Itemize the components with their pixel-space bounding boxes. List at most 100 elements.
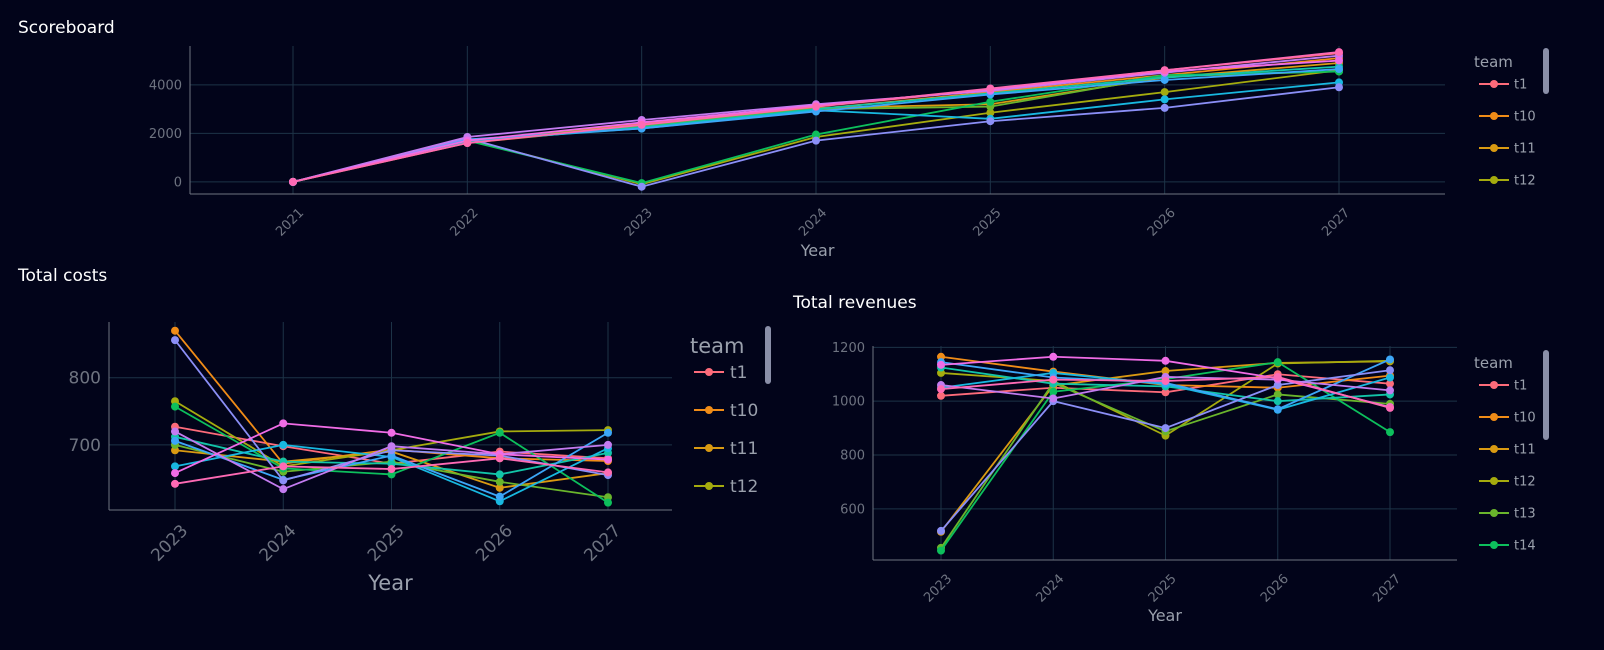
data-point-t19[interactable] — [1049, 394, 1058, 403]
legend-scrollbar[interactable] — [1543, 48, 1549, 94]
data-point-t14[interactable] — [495, 428, 504, 437]
legend-label-t11[interactable]: t11 — [1514, 443, 1536, 458]
data-point-t17[interactable] — [604, 428, 612, 437]
legend-marker-t10[interactable] — [1490, 112, 1498, 120]
data-point-t21[interactable] — [604, 468, 612, 477]
data-point-t19[interactable] — [604, 440, 612, 449]
legend-label-t12[interactable]: t12 — [1514, 475, 1536, 490]
legend-marker-t12[interactable] — [1490, 477, 1498, 485]
legend-label-t11[interactable]: t11 — [1514, 142, 1536, 157]
data-point-t14[interactable] — [171, 402, 179, 411]
data-point-t18[interactable] — [279, 476, 288, 485]
data-point-t21[interactable] — [171, 479, 179, 488]
data-point-t20[interactable] — [604, 455, 612, 464]
data-point-t18[interactable] — [637, 182, 646, 191]
legend-marker-t1[interactable] — [1490, 381, 1498, 389]
data-point-t17[interactable] — [1335, 65, 1343, 74]
legend-label-t10[interactable]: t10 — [730, 401, 758, 421]
data-point-t19[interactable] — [387, 442, 396, 451]
data-point-t15[interactable] — [1273, 397, 1282, 406]
data-point-t17[interactable] — [1386, 355, 1394, 364]
data-point-t20[interactable] — [1161, 356, 1170, 365]
legend-label-t11[interactable]: t11 — [730, 439, 758, 459]
data-point-t18[interactable] — [986, 117, 995, 126]
data-point-t16[interactable] — [171, 462, 179, 471]
legend-scrollbar[interactable] — [765, 326, 771, 384]
legend-marker-t12[interactable] — [705, 482, 713, 490]
data-point-t20[interactable] — [171, 469, 179, 478]
data-point-t18[interactable] — [1386, 366, 1394, 375]
data-point-t21[interactable] — [1161, 376, 1170, 385]
data-point-t1[interactable] — [937, 391, 945, 400]
data-point-t15[interactable] — [495, 470, 504, 479]
data-point-t18[interactable] — [171, 336, 179, 345]
data-point-t16[interactable] — [1386, 373, 1394, 382]
data-point-t18[interactable] — [812, 136, 820, 145]
data-point-t20[interactable] — [387, 428, 396, 437]
data-point-t14[interactable] — [604, 498, 612, 507]
legend-marker-t11[interactable] — [1490, 144, 1498, 152]
data-point-t19[interactable] — [1386, 386, 1394, 395]
data-point-t19[interactable] — [279, 485, 288, 494]
legend-label-t12[interactable]: t12 — [730, 477, 758, 497]
data-point-t1[interactable] — [1386, 379, 1394, 388]
data-point-t17[interactable] — [1273, 405, 1282, 414]
legend-marker-t14[interactable] — [1490, 541, 1498, 549]
data-point-t10[interactable] — [171, 326, 179, 335]
legend-marker-t11[interactable] — [705, 444, 713, 452]
data-point-t19[interactable] — [171, 427, 179, 436]
data-point-t21[interactable] — [279, 462, 288, 471]
data-point-t14[interactable] — [1273, 358, 1282, 367]
legend-label-t14[interactable]: t14 — [1514, 539, 1536, 554]
data-point-t21[interactable] — [495, 454, 504, 463]
legend-label-t10[interactable]: t10 — [1514, 110, 1536, 125]
data-point-t21[interactable] — [812, 102, 820, 111]
data-point-t20[interactable] — [937, 360, 945, 369]
data-point-t17[interactable] — [171, 436, 179, 445]
data-point-t21[interactable] — [1160, 66, 1169, 75]
data-point-t18[interactable] — [1161, 424, 1170, 433]
data-point-t21[interactable] — [986, 84, 995, 93]
data-point-t20[interactable] — [279, 419, 288, 428]
data-point-t11[interactable] — [1161, 367, 1170, 376]
legend-label-t1[interactable]: t1 — [1514, 78, 1527, 93]
data-point-t14[interactable] — [812, 130, 820, 139]
legend-marker-t10[interactable] — [1490, 413, 1498, 421]
legend-label-t10[interactable]: t10 — [1514, 411, 1536, 426]
data-point-t21[interactable] — [1273, 372, 1282, 381]
data-point-t21[interactable] — [1335, 48, 1343, 57]
legend-label-t12[interactable]: t12 — [1514, 174, 1536, 189]
data-point-t21[interactable] — [1049, 375, 1058, 384]
legend-marker-t10[interactable] — [705, 406, 713, 414]
data-point-t20[interactable] — [1335, 56, 1343, 65]
data-point-t12[interactable] — [986, 108, 995, 117]
data-point-t21[interactable] — [1386, 403, 1394, 412]
data-point-t14[interactable] — [1386, 428, 1394, 437]
data-point-t14[interactable] — [986, 97, 995, 106]
data-point-t16[interactable] — [279, 440, 288, 449]
legend-marker-t11[interactable] — [1490, 445, 1498, 453]
data-point-t18[interactable] — [937, 526, 945, 535]
legend-marker-t1[interactable] — [705, 368, 713, 376]
data-point-t1[interactable] — [1161, 388, 1170, 397]
data-point-t21[interactable] — [387, 465, 396, 474]
data-point-t16[interactable] — [1160, 95, 1169, 104]
data-point-t12[interactable] — [1160, 88, 1169, 97]
data-point-t13[interactable] — [495, 477, 504, 486]
data-point-t21[interactable] — [937, 385, 945, 394]
data-point-t20[interactable] — [1049, 352, 1058, 361]
data-point-t17[interactable] — [495, 492, 504, 501]
data-point-t21[interactable] — [463, 139, 472, 148]
data-point-t18[interactable] — [1160, 103, 1169, 112]
data-point-t21[interactable] — [637, 120, 646, 129]
legend-marker-t12[interactable] — [1490, 176, 1498, 184]
legend-label-t1[interactable]: t1 — [730, 363, 747, 383]
legend-marker-t1[interactable] — [1490, 80, 1498, 88]
legend-label-t1[interactable]: t1 — [1514, 379, 1527, 394]
data-point-t13[interactable] — [1273, 390, 1282, 399]
legend-scrollbar[interactable] — [1543, 350, 1549, 440]
legend-marker-t13[interactable] — [1490, 509, 1498, 517]
legend-label-t13[interactable]: t13 — [1514, 507, 1536, 522]
data-point-t14[interactable] — [1049, 387, 1058, 396]
data-point-t14[interactable] — [937, 546, 945, 555]
